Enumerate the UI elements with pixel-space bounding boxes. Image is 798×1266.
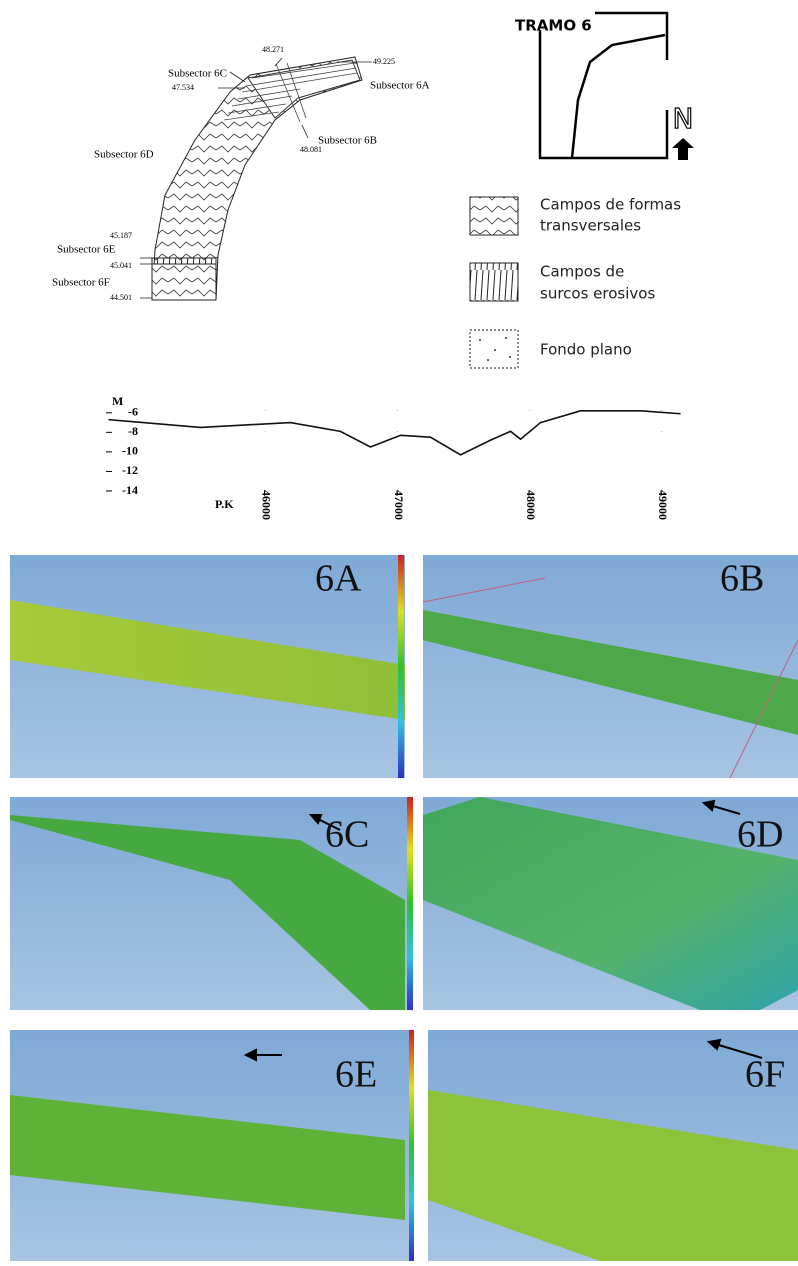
chainage: 47.534 bbox=[172, 83, 194, 92]
subsector-label: Subsector 6B bbox=[318, 135, 377, 147]
panel-label: 6D bbox=[737, 814, 783, 856]
sector-map: 49.225 48.271 47.534 48.081 45.187 45.04… bbox=[52, 45, 430, 302]
legend: Campos de formas transversales Campos de… bbox=[470, 196, 681, 369]
legend-text: surcos erosivos bbox=[540, 285, 655, 303]
legend-text: Campos de bbox=[540, 263, 624, 281]
y-tick-label: -10 bbox=[122, 444, 138, 458]
legend-text: Fondo plano bbox=[540, 341, 632, 359]
north-arrow bbox=[672, 138, 694, 160]
chainage: 45.187 bbox=[110, 231, 132, 240]
legend-text: Campos de formas bbox=[540, 196, 681, 214]
x-tick-label: 49000 bbox=[656, 490, 670, 520]
chainage: 49.225 bbox=[373, 57, 395, 66]
inset-title: TRAMO 6 bbox=[515, 17, 592, 35]
y-axis-label: M bbox=[112, 394, 123, 408]
profile-chart: M P.K -6 -8 -10 -12 -14 46000 47000 48000 49000 bbox=[106, 394, 681, 520]
profile-line bbox=[108, 411, 680, 455]
panel-label: 6A bbox=[315, 558, 362, 600]
figure: 49.225 48.271 47.534 48.081 45.187 45.04… bbox=[0, 0, 798, 1261]
subsector-label: Subsector 6F bbox=[52, 277, 110, 289]
subsector-label: Subsector 6E bbox=[57, 244, 116, 256]
x-axis-label: P.K bbox=[215, 497, 234, 511]
subsector-label: Subsector 6D bbox=[94, 149, 154, 161]
north-label: N bbox=[673, 102, 694, 135]
panels: 6A 6B 6C 6D 6E 6F bbox=[10, 555, 798, 1261]
y-tick-label: -8 bbox=[128, 424, 138, 438]
chainage: 44.501 bbox=[110, 293, 132, 302]
panel-label: 6B bbox=[720, 558, 764, 600]
y-tick-label: -12 bbox=[122, 463, 138, 477]
chainage: 45.041 bbox=[110, 261, 132, 270]
subsector-label: Subsector 6A bbox=[370, 80, 430, 92]
legend-text: transversales bbox=[540, 217, 641, 235]
subsector-label: Subsector 6C bbox=[168, 68, 227, 80]
panel-label: 6F bbox=[745, 1054, 785, 1096]
y-tick-label: -6 bbox=[128, 405, 138, 419]
inset bbox=[540, 13, 667, 158]
y-tick-label: -14 bbox=[122, 483, 138, 497]
panel-label: 6E bbox=[335, 1054, 377, 1096]
chainage: 48.271 bbox=[262, 45, 284, 54]
x-tick-label: 48000 bbox=[524, 490, 538, 520]
x-tick-label: 47000 bbox=[392, 490, 406, 520]
x-tick-label: 46000 bbox=[260, 490, 274, 520]
panel-label: 6C bbox=[325, 814, 369, 856]
